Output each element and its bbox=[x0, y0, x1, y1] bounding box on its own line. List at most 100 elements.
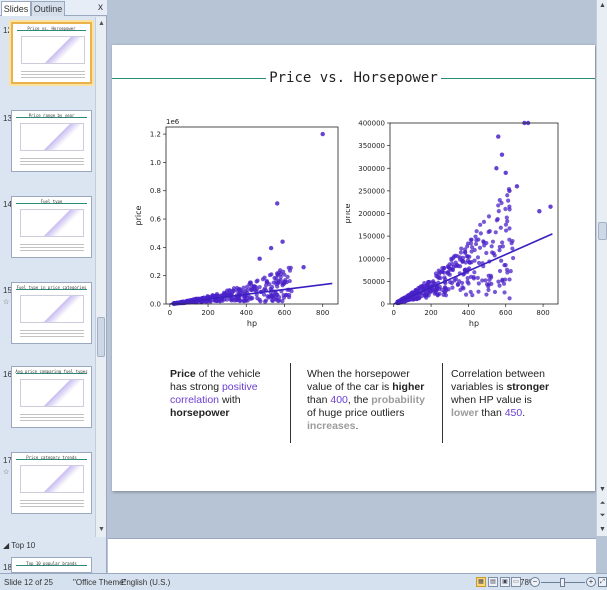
animation-star-icon: ☆ bbox=[3, 299, 10, 306]
thumb-title: Price vs. Horsepower bbox=[27, 26, 76, 31]
data-point bbox=[237, 286, 242, 292]
zoom-level[interactable]: 78% bbox=[520, 578, 537, 587]
scatter-points bbox=[171, 131, 325, 306]
thumb-title: Avg price comparing fuel types bbox=[15, 369, 88, 374]
y-tick-label: 0.2 bbox=[150, 272, 161, 280]
thumb-text-lines bbox=[20, 242, 84, 252]
thumb-text-lines bbox=[20, 156, 84, 166]
text-horsepower: horsepower bbox=[170, 407, 230, 419]
data-point bbox=[472, 270, 477, 275]
scroll-up-icon[interactable]: ▲ bbox=[98, 20, 105, 27]
scroll-down-icon[interactable]: ▼ bbox=[98, 526, 105, 533]
slide-thumbnail-13[interactable]: Price range by year bbox=[11, 110, 92, 172]
scrollbar-thumb[interactable] bbox=[598, 222, 607, 240]
data-point bbox=[496, 203, 501, 208]
text-run: Correlation between variables is bbox=[451, 368, 545, 393]
data-point bbox=[426, 280, 431, 285]
data-point bbox=[458, 287, 463, 292]
data-point bbox=[537, 209, 542, 214]
reading-view-icon[interactable]: ▣ bbox=[500, 577, 510, 587]
data-point bbox=[261, 292, 267, 297]
slide-thumbnail-15[interactable]: Fuel type in price categories bbox=[11, 282, 92, 344]
data-point bbox=[466, 281, 471, 286]
scrollbar-thumb[interactable] bbox=[97, 317, 105, 357]
normal-view-icon[interactable]: ▦ bbox=[476, 577, 486, 587]
slide-thumbnail-12[interactable]: Price vs. Horsepower bbox=[11, 22, 92, 84]
data-point bbox=[441, 270, 447, 275]
zoom-slider-handle[interactable] bbox=[560, 578, 565, 587]
y-tick-label: 0 bbox=[381, 301, 385, 309]
y-tick-label: 200000 bbox=[358, 210, 385, 218]
editor-scrollbar[interactable]: ▲ ▼ ⏶ ⏷ ▼ bbox=[596, 0, 607, 536]
data-point bbox=[498, 225, 503, 230]
data-point bbox=[471, 275, 476, 280]
close-icon[interactable]: x bbox=[98, 2, 103, 13]
tab-outline[interactable]: Outline bbox=[31, 1, 65, 16]
text-run: , the bbox=[347, 394, 372, 406]
text-run: with bbox=[219, 394, 241, 406]
data-point bbox=[460, 255, 466, 260]
text-lower: lower bbox=[451, 407, 479, 419]
data-point bbox=[486, 229, 491, 235]
scroll-down-icon[interactable]: ▼ bbox=[599, 486, 606, 493]
notes-pane[interactable] bbox=[108, 538, 596, 573]
textbox-outliers[interactable]: When the horsepower value of the car is … bbox=[307, 368, 432, 433]
y-tick-label: 0.4 bbox=[150, 244, 162, 252]
x-axis-label: hp bbox=[247, 319, 257, 328]
section-top-10[interactable]: ◢ Top 10 bbox=[3, 541, 35, 550]
slide-editor: Price vs. Horsepower 0 200 400 600 800 0.0 0.2… bbox=[108, 0, 596, 536]
animation-star-icon: ☆ bbox=[3, 469, 10, 476]
data-point bbox=[281, 295, 287, 300]
data-point bbox=[320, 131, 325, 137]
data-point bbox=[507, 204, 512, 209]
slide-title[interactable]: Price vs. Horsepower bbox=[112, 70, 595, 86]
textbox-correlation[interactable]: Price of the vehicle has strong positive… bbox=[170, 368, 278, 420]
scroll-down-icon[interactable]: ▼ bbox=[599, 526, 606, 533]
data-point bbox=[423, 292, 429, 298]
data-point bbox=[500, 240, 505, 245]
data-point bbox=[483, 278, 488, 283]
data-point bbox=[496, 208, 501, 214]
data-point bbox=[469, 245, 475, 250]
slide-thumbnail-16[interactable]: Avg price comparing fuel types bbox=[11, 366, 92, 428]
data-point bbox=[506, 198, 511, 203]
data-point bbox=[482, 243, 487, 248]
previous-slide-icon[interactable]: ⏶ bbox=[599, 500, 606, 507]
fit-to-window-icon[interactable]: ⤢ bbox=[598, 577, 607, 587]
data-point bbox=[274, 279, 279, 284]
data-point bbox=[235, 296, 241, 301]
title-rule bbox=[16, 565, 87, 566]
data-point bbox=[508, 269, 513, 274]
data-point bbox=[505, 270, 510, 275]
x-tick-label: 600 bbox=[278, 309, 291, 317]
slideshow-icon[interactable]: ▭ bbox=[511, 577, 521, 587]
data-point bbox=[431, 279, 436, 284]
data-point bbox=[486, 287, 491, 293]
data-point bbox=[502, 290, 507, 295]
textbox-stronger[interactable]: Correlation between variables is stronge… bbox=[451, 368, 559, 420]
text-stronger: stronger bbox=[506, 381, 550, 393]
data-point bbox=[228, 288, 233, 293]
tab-slides[interactable]: Slides bbox=[1, 1, 31, 16]
data-point bbox=[463, 267, 468, 272]
zoom-in-icon[interactable]: + bbox=[586, 577, 596, 587]
text-run: when HP value is bbox=[451, 394, 532, 406]
data-point bbox=[241, 285, 246, 290]
data-point bbox=[450, 285, 455, 290]
slide-thumbnail-17[interactable]: Price category trends bbox=[11, 452, 92, 514]
slide-number: 13 bbox=[3, 114, 12, 123]
data-point bbox=[268, 245, 274, 251]
plot-frame bbox=[165, 126, 339, 305]
data-point bbox=[229, 296, 234, 301]
thumbnails-scrollbar[interactable]: ▲ ▼ bbox=[95, 17, 106, 537]
slide-canvas[interactable]: Price vs. Horsepower 0 200 400 600 800 0.0 0.2… bbox=[112, 45, 595, 491]
data-point bbox=[548, 204, 553, 209]
status-bar: Slide 12 of 25 "Office Theme" English (U… bbox=[0, 573, 607, 590]
zoom-out-icon[interactable]: − bbox=[530, 577, 540, 587]
scroll-up-icon[interactable]: ▲ bbox=[599, 2, 606, 9]
slide-thumbnail-14[interactable]: Fuel type bbox=[11, 196, 92, 258]
language[interactable]: English (U.S.) bbox=[121, 578, 171, 587]
slide-sorter-icon[interactable]: ▤ bbox=[488, 577, 498, 587]
slide-thumbnail-18[interactable]: Top 10 popular brands bbox=[11, 557, 92, 573]
next-slide-icon[interactable]: ⏷ bbox=[599, 512, 606, 519]
